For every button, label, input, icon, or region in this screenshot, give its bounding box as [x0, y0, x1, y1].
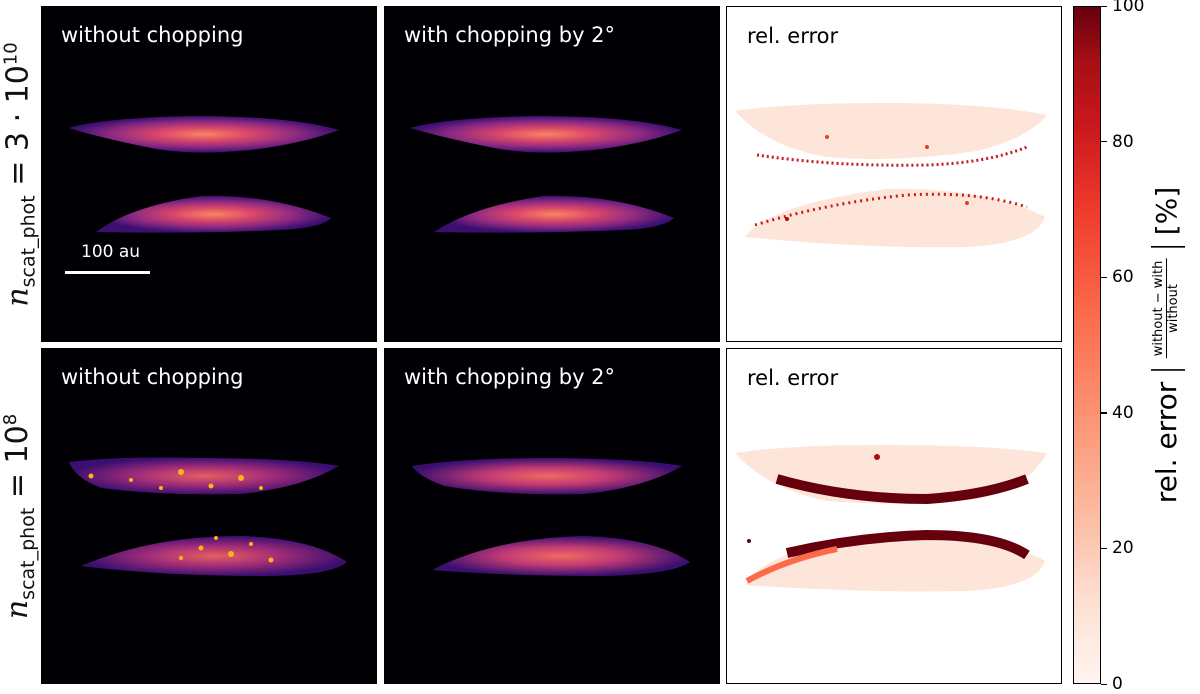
scalebar-label: 100 au [81, 242, 141, 262]
colorbar-tick-label: 20 [1112, 538, 1134, 559]
colorbar-tick [1101, 5, 1107, 7]
disk-image [69, 116, 339, 233]
panel-title: rel. error [747, 24, 839, 48]
row-label-top: nscat_phot = 3 · 1010 [0, 41, 40, 307]
colorbar-tick [1101, 683, 1107, 685]
panel-top-with-chopping: with chopping by 2° [384, 6, 720, 342]
colorbar-label: rel. error | without − with without | [%] [1146, 186, 1186, 504]
row-label-bottom: nscat_phot = 108 [0, 413, 40, 619]
panel-bottom-without-chopping: without chopping [41, 348, 377, 684]
colorbar-tick-label: 60 [1112, 267, 1134, 288]
colorbar-tick-label: 40 [1112, 402, 1134, 423]
panel-title: without chopping [61, 365, 244, 389]
colorbar-tick [1101, 276, 1107, 278]
error-map [735, 103, 1047, 248]
panel-title: rel. error [747, 366, 839, 390]
colorbar-tick [1101, 141, 1107, 143]
panel-title: with chopping by 2° [404, 365, 616, 389]
scalebar [65, 271, 150, 274]
panel-bottom-with-chopping: with chopping by 2° [384, 348, 720, 684]
colorbar-tick [1101, 547, 1107, 550]
panel-title: without chopping [61, 23, 244, 47]
error-map [735, 445, 1047, 592]
colorbar-tick-label: 80 [1112, 131, 1134, 152]
panel-title: with chopping by 2° [404, 23, 616, 47]
disk-image [410, 116, 682, 233]
panel-bottom-rel-error: rel. error [726, 348, 1062, 684]
colorbar [1073, 6, 1101, 684]
colorbar-tick-label: 0 [1112, 674, 1123, 694]
disk-image [69, 457, 347, 576]
panel-top-without-chopping: without chopping 100 au [41, 6, 377, 342]
panel-top-rel-error: rel. error [726, 6, 1062, 342]
disk-image [412, 458, 690, 576]
colorbar-tick [1101, 412, 1107, 414]
colorbar-tick-label: 100 [1112, 0, 1145, 16]
